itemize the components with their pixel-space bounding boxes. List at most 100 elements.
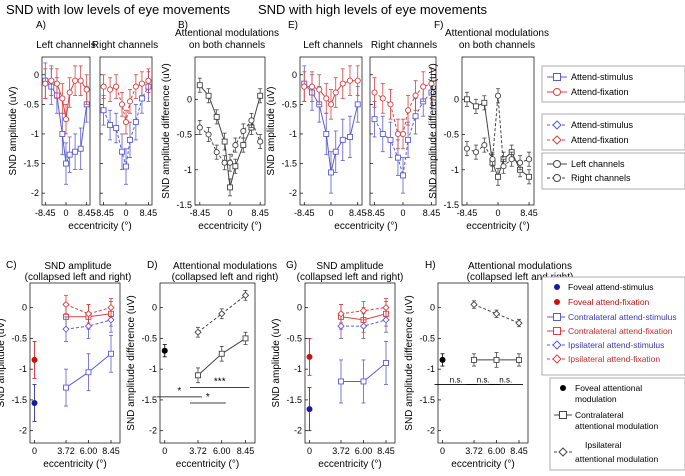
data-point	[359, 322, 368, 330]
data-point	[354, 77, 361, 84]
plot-title: Attentional modulations	[175, 28, 279, 39]
data-point	[107, 303, 115, 312]
data-point	[107, 86, 114, 93]
data-point	[360, 378, 367, 385]
data-point	[119, 148, 125, 155]
data-point	[420, 83, 427, 90]
x-tick-label: 8.45	[140, 208, 158, 218]
data-point	[218, 310, 226, 318]
x-tick-label: 6.00	[355, 446, 373, 456]
data-point	[53, 80, 60, 87]
x-tick-label: 0	[32, 446, 37, 456]
data-point	[31, 400, 38, 406]
data-point	[241, 291, 250, 299]
legend-label: Foveal attend-fixation	[568, 297, 650, 307]
data-point	[240, 127, 247, 135]
legend-marker-diamond	[552, 120, 562, 130]
y-axis-label: SND amplitude difference (uV)	[126, 295, 137, 430]
legend-label: Attend-stimulus	[571, 72, 634, 82]
data-point	[138, 95, 145, 102]
data-point	[493, 356, 500, 363]
x-axis-label: eccentricity (°)	[466, 221, 529, 232]
legend-label: Left channels	[571, 159, 625, 169]
data-point	[221, 159, 228, 166]
y-axis-label: SND amplitude (uV)	[266, 87, 277, 176]
data-point	[84, 322, 93, 330]
y-tick-label: -2	[31, 188, 39, 198]
x-tick-label: 8.45	[237, 446, 255, 456]
legend-marker-square	[553, 327, 561, 335]
y-axis-label: SND amplitude (uV)	[8, 87, 19, 176]
x-tick-label: -8.45	[364, 208, 385, 218]
y-tick-label: -1.5	[286, 395, 302, 405]
y-tick-label: -2	[149, 426, 157, 436]
y-tick-label: -1	[451, 165, 459, 175]
data-point	[327, 101, 335, 108]
data-point	[383, 360, 389, 366]
x-axis-label: eccentricity (°)	[318, 459, 381, 470]
x-tick-label: 8.45	[78, 208, 96, 218]
plot-title: Left channels	[36, 40, 96, 51]
x-tick-label: 8.45	[251, 208, 269, 218]
plot-title: SND amplitude	[44, 261, 112, 272]
y-axis-label: SND amplitude (uV)	[271, 319, 282, 408]
legend-top-lines: Attend-stimulus Attend-fixation	[541, 65, 685, 103]
axes-frame	[304, 282, 396, 444]
y-tick-label: -2	[19, 426, 27, 436]
y-tick-label: -2	[289, 188, 297, 198]
data-point	[405, 136, 412, 143]
data-point	[108, 350, 114, 357]
data-point	[122, 119, 130, 126]
data-point	[205, 92, 212, 99]
data-point	[481, 142, 488, 149]
data-point	[339, 80, 346, 87]
data-point	[337, 310, 345, 318]
legend-marker-square	[553, 313, 561, 321]
data-point	[508, 156, 515, 163]
y-tick-label: -1.5	[443, 200, 459, 210]
data-point	[194, 328, 202, 336]
plot-title-line2: (collapsed left and right)	[25, 272, 132, 283]
data-point	[221, 138, 228, 145]
legend-box	[541, 65, 685, 103]
x-tick-label: -8.45	[93, 208, 114, 218]
data-point	[196, 124, 203, 131]
y-tick-label: -1	[289, 129, 297, 139]
plot-title: SND amplitude	[316, 261, 384, 272]
data-point	[359, 307, 368, 315]
data-point	[516, 159, 524, 166]
plot-title: Attentional modulations	[468, 261, 572, 272]
significance-label: *	[206, 392, 210, 403]
data-point	[240, 142, 247, 149]
legend-marker-diamond	[558, 447, 568, 457]
plot-title-line2: (collapsed left and right)	[172, 272, 279, 283]
legend-marker-square	[553, 73, 561, 81]
y-tick-label: -2	[294, 426, 302, 436]
data-point	[84, 310, 93, 318]
x-tick-label: 8.45	[102, 446, 120, 456]
data-point	[412, 113, 419, 120]
legend-marker-circle	[553, 174, 561, 182]
legend-box	[541, 113, 685, 151]
x-tick-label: -8.45	[35, 208, 56, 218]
data-point	[232, 163, 239, 170]
y-tick-label: -0.5	[11, 333, 27, 343]
legend-top-dashed: Attend-stimulus Attend-fixation	[541, 113, 685, 151]
y-tick-label: 0	[297, 303, 302, 313]
data-point	[399, 130, 407, 138]
significance-label: n.s.	[450, 376, 463, 385]
data-point	[371, 116, 378, 123]
y-tick-label: 0	[187, 94, 192, 104]
panel-letter-e: E)	[288, 20, 298, 31]
legend-marker-square	[559, 411, 567, 419]
data-point	[379, 131, 386, 137]
plot-d-collapsed-modulations: Attentional modulations (collapsed left …	[126, 261, 278, 470]
data-point	[196, 82, 203, 89]
x-tick-label: 0	[63, 208, 68, 218]
x-tick-label: 3.72	[465, 446, 483, 456]
data-point	[400, 172, 406, 179]
plot-title: Left channels	[303, 40, 363, 51]
data-point	[339, 136, 346, 143]
data-point	[338, 378, 344, 385]
x-tick-label: 8.45	[423, 208, 441, 218]
